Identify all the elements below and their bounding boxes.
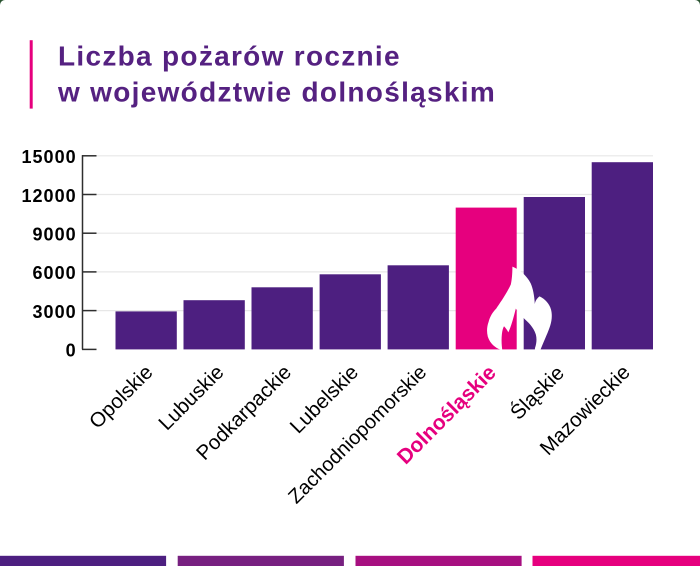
svg-text:0: 0	[66, 341, 77, 361]
svg-text:Liczba pożarów rocznie: Liczba pożarów rocznie	[58, 40, 401, 71]
svg-text:w województwie dolnośląskim: w województwie dolnośląskim	[57, 77, 496, 108]
svg-text:9000: 9000	[33, 225, 77, 245]
svg-text:3000: 3000	[33, 302, 77, 322]
svg-text:15000: 15000	[22, 147, 77, 167]
svg-text:12000: 12000	[22, 186, 77, 206]
svg-text:6000: 6000	[33, 263, 77, 283]
